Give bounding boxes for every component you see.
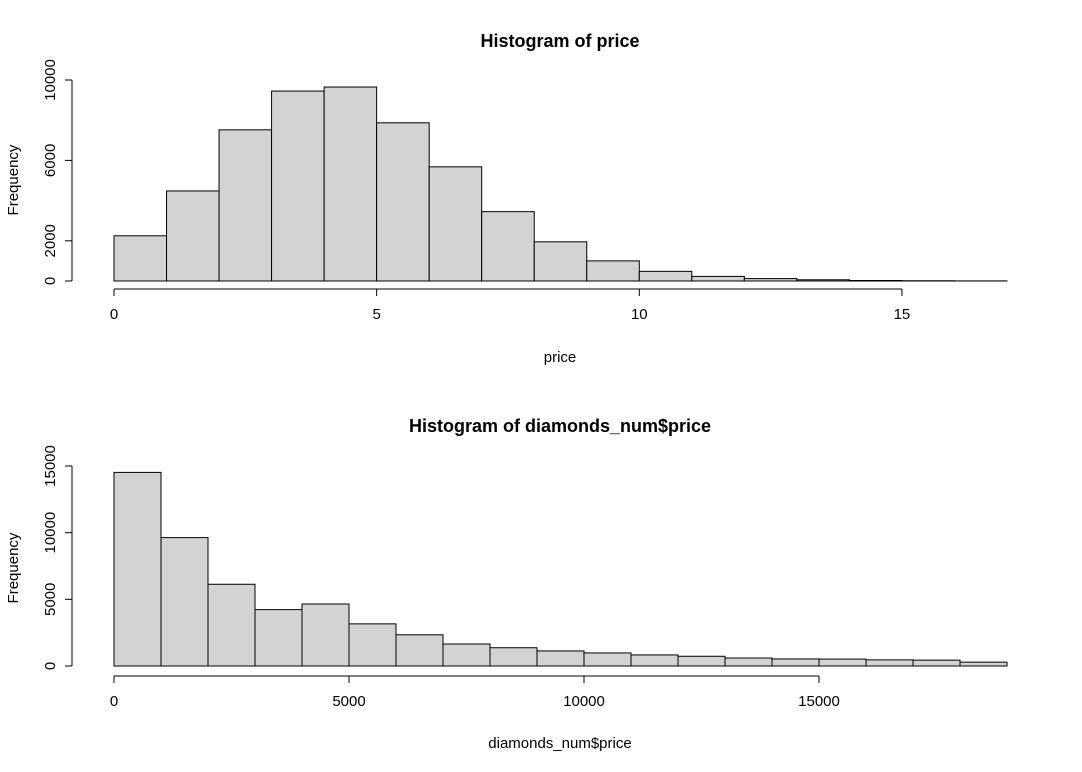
bar [630,654,679,667]
y-tick-label: 10000 [42,512,59,554]
bar [323,86,378,282]
x-tick-label: 15 [894,306,911,323]
bar [348,623,397,667]
bars [113,471,1008,667]
y-tick-label: 6000 [42,144,59,177]
y-axis-label: Frequency [5,532,22,603]
bar [865,659,914,667]
bar [442,643,491,667]
bar [218,129,273,282]
bar [166,190,220,282]
bar [638,270,693,282]
bar [691,275,745,282]
bar [376,122,430,282]
bar [743,278,798,282]
bar [586,260,640,282]
bars [113,86,1008,282]
x-tick-label: 10 [631,306,648,323]
bar [724,657,773,667]
bar [254,609,303,667]
x-axis-label: diamonds_num$price [488,735,631,752]
bar [533,241,588,282]
bar [536,650,585,667]
bar [489,647,538,667]
x-tick-label: 15000 [798,693,840,710]
bar [207,583,256,667]
bar [959,661,1008,667]
bar [796,279,850,282]
y-tick-label: 15000 [42,445,59,487]
y-tick-label: 0 [42,662,59,670]
x-axis-label: price [544,349,577,366]
y-axis: 0 2000 6000 10000 [42,59,73,285]
y-tick-label: 0 [42,277,59,285]
x-tick-label: 10000 [563,693,605,710]
bar [160,537,209,667]
bar [481,211,535,282]
bar [428,166,483,282]
y-axis: 0 5000 10000 15000 [42,445,73,670]
y-tick-label: 2000 [42,224,59,257]
bar [818,658,867,667]
chart-title: Histogram of diamonds_num$price [409,416,711,436]
y-tick-label: 5000 [42,583,59,616]
x-tick-label: 5000 [332,693,365,710]
x-axis: 0 5 10 15 [110,288,911,323]
bar [113,471,162,667]
bar [113,235,168,282]
bar [271,90,325,282]
histogram-panel-diamonds-price: Histogram of diamonds_num$price diamonds… [5,416,1008,752]
bar [395,634,444,667]
x-tick-label: 5 [372,306,380,323]
x-tick-label: 0 [110,693,118,710]
bar [677,655,726,667]
x-axis: 0 5000 10000 15000 [110,675,840,710]
x-tick-label: 0 [110,306,118,323]
y-axis-label: Frequency [5,144,22,215]
bar [583,652,632,667]
chart-title: Histogram of price [480,31,639,51]
y-tick-label: 10000 [42,59,59,101]
histogram-panel-price: Histogram of price price Frequency 0 5 10 1… [5,31,1008,366]
bar [848,279,903,282]
bar [912,659,961,667]
bar [771,658,820,667]
bar [301,603,350,667]
